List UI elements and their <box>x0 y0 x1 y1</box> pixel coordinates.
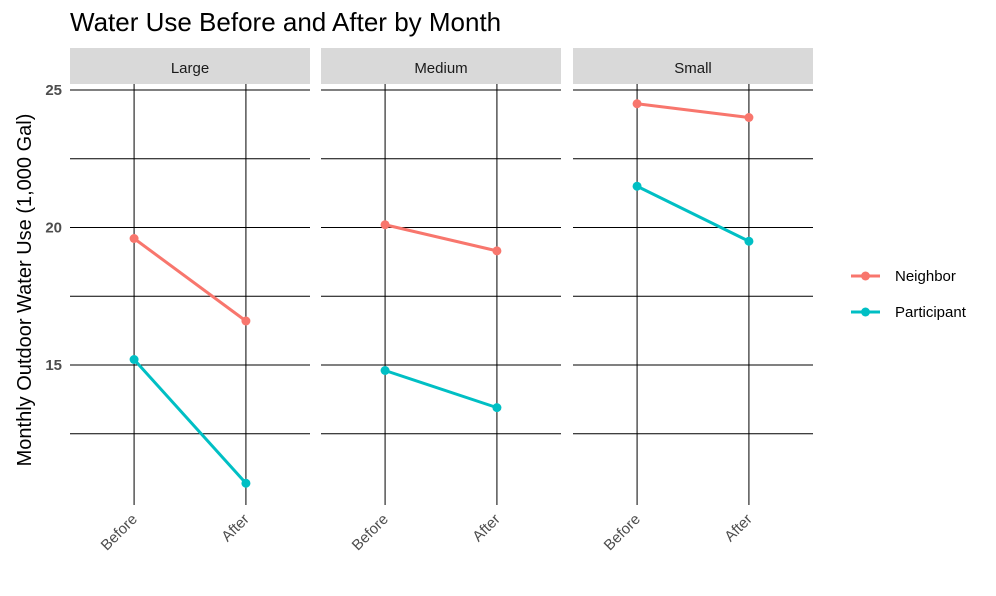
data-point-participant <box>744 236 754 246</box>
legend-key-point <box>861 307 870 317</box>
data-point-participant <box>632 181 642 191</box>
facet-panel-small: Small Before After <box>573 48 813 554</box>
y-tick-label: 20 <box>45 220 62 237</box>
legend-key-point <box>861 271 870 281</box>
series-line-participant <box>384 369 498 410</box>
facet-strip <box>321 48 561 84</box>
legend-label-neighbor: Neighbor <box>895 268 956 285</box>
data-point-participant <box>492 403 502 413</box>
x-tick-label: Before <box>349 511 392 554</box>
data-point-neighbor <box>129 234 139 243</box>
data-point-participant <box>380 366 390 375</box>
data-point-neighbor <box>241 316 251 326</box>
facet-panel-medium: Medium Before After <box>321 48 561 554</box>
y-tick-label: 25 <box>45 82 62 99</box>
facet-strip <box>573 48 813 84</box>
data-point-neighbor <box>380 220 390 230</box>
data-point-neighbor <box>492 246 502 256</box>
facet-strip-label: Large <box>171 60 209 77</box>
chart-title: Water Use Before and After by Month <box>70 7 501 37</box>
data-point-neighbor <box>632 99 642 109</box>
x-tick-label: After <box>721 511 755 545</box>
data-point-participant <box>129 355 139 364</box>
series-line-neighbor <box>636 102 750 119</box>
legend: Neighbor Participant <box>851 268 967 321</box>
data-point-neighbor <box>744 113 754 122</box>
facet-panel-large: Large Before After <box>70 48 310 554</box>
y-tick-label: 15 <box>45 357 62 374</box>
x-tick-label: Before <box>98 511 141 554</box>
series-line-neighbor <box>133 237 247 323</box>
facet-strip <box>70 48 310 84</box>
data-point-participant <box>241 478 251 488</box>
facet-strip-label: Medium <box>414 60 467 77</box>
legend-label-participant: Participant <box>895 304 967 321</box>
x-tick-label: After <box>469 511 503 545</box>
series-line-neighbor <box>384 223 498 253</box>
x-tick-label: Before <box>601 511 644 554</box>
x-tick-label: After <box>218 511 252 545</box>
series-line-participant <box>636 184 750 243</box>
facet-strip-label: Small <box>674 60 712 77</box>
series-line-participant <box>132 358 248 485</box>
y-axis-label: Monthly Outdoor Water Use (1,000 Gal) <box>14 114 36 467</box>
